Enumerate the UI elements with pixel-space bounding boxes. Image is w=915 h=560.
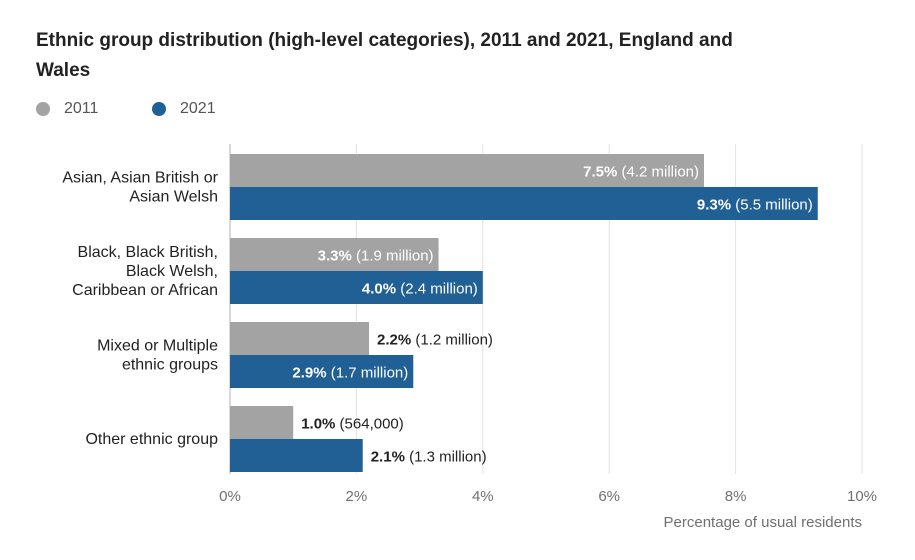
bar-2011-2	[230, 322, 370, 355]
data-label: 4.0% (2.4 million)	[362, 281, 478, 298]
legend-item-2021: 2021	[152, 100, 216, 118]
data-label: 2.1% (1.3 million)	[371, 449, 487, 466]
x-tick-label: 0%	[219, 488, 241, 505]
x-tick-label: 4%	[472, 488, 494, 505]
bar-2011-0	[230, 154, 704, 187]
legend-swatch-2021	[152, 102, 166, 116]
bar-2011-3	[230, 406, 294, 439]
legend-item-2011: 2011	[36, 100, 98, 118]
x-tick-label: 8%	[725, 488, 747, 505]
legend-swatch-2011	[36, 102, 50, 116]
x-tick-label: 6%	[598, 488, 620, 505]
category-label: Mixed or Multiple ethnic groups	[97, 338, 218, 374]
bar-2021-0	[230, 187, 818, 220]
bar-2021-1	[230, 271, 483, 304]
data-label: 2.2% (1.2 million)	[377, 332, 493, 349]
bar-2021-2	[230, 355, 414, 388]
bar-2011-1	[230, 238, 439, 271]
chart-title: Ethnic group distribution (high-level ca…	[36, 30, 733, 81]
data-label: 7.5% (4.2 million)	[583, 164, 699, 181]
data-label: 9.3% (5.5 million)	[697, 197, 813, 214]
data-label: 2.9% (1.7 million)	[292, 365, 408, 382]
category-label: Black, Black British, Black Welsh, Caribbe…	[72, 244, 218, 299]
category-label: Asian, Asian British or Asian Welsh	[62, 170, 218, 206]
data-label: 1.0% (564,000)	[301, 416, 404, 433]
x-tick-label: 10%	[847, 488, 877, 505]
legend-label-2021: 2021	[180, 100, 216, 117]
bar-2021-3	[230, 439, 363, 472]
data-label: 3.3% (1.9 million)	[318, 248, 434, 265]
x-axis-label: Percentage of usual residents	[664, 514, 862, 531]
category-label: Other ethnic group	[85, 431, 218, 448]
x-tick-label: 2%	[346, 488, 368, 505]
legend-label-2011: 2011	[64, 100, 99, 117]
